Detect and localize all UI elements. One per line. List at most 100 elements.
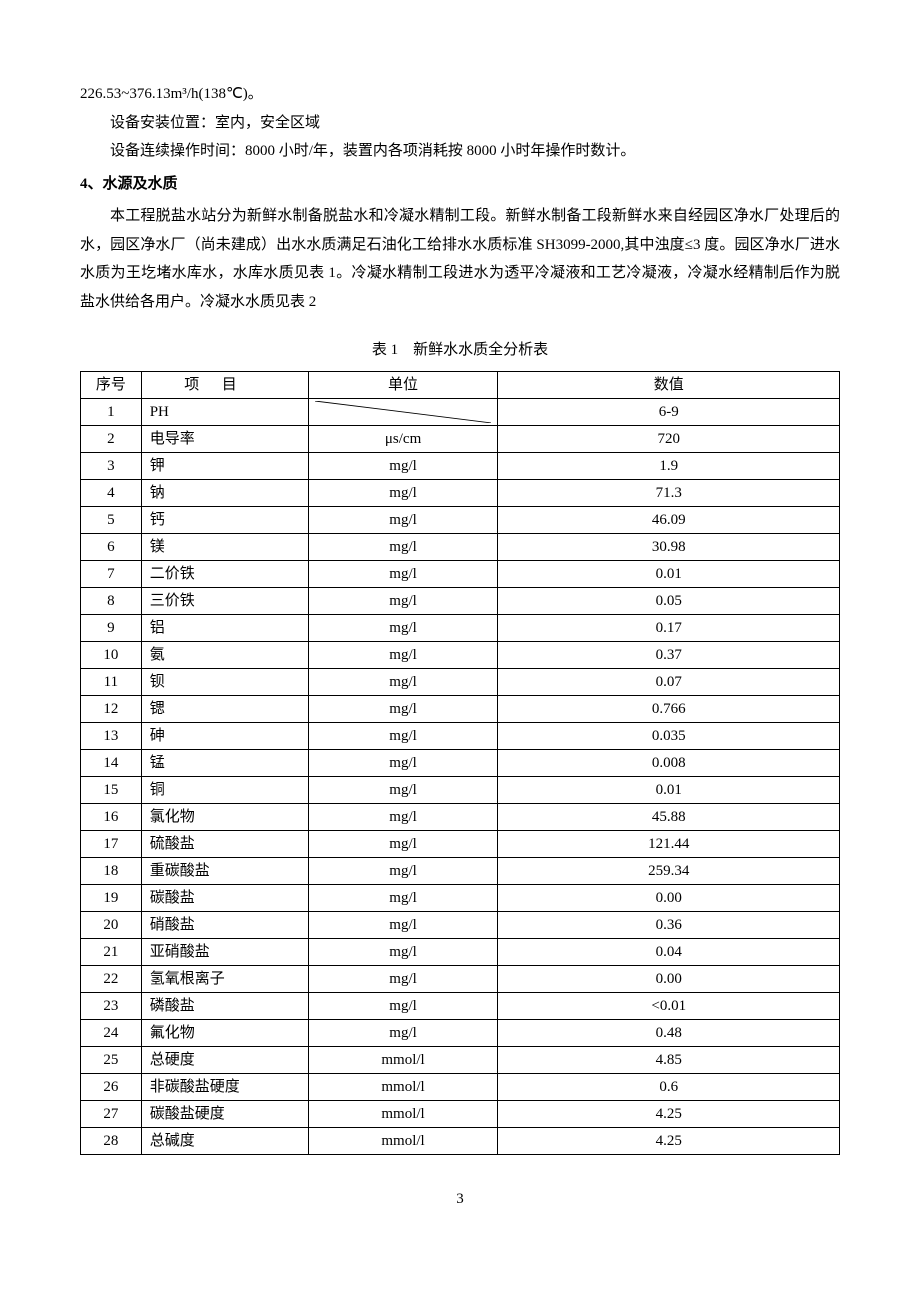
table-cell-unit: mg/l bbox=[308, 749, 498, 776]
table-cell-unit: mg/l bbox=[308, 1019, 498, 1046]
table-cell-seq: 4 bbox=[81, 479, 142, 506]
table-cell-seq: 19 bbox=[81, 884, 142, 911]
table-cell-item: 重碳酸盐 bbox=[141, 857, 308, 884]
table-cell-seq: 10 bbox=[81, 641, 142, 668]
table-row: 5钙mg/l46.09 bbox=[81, 506, 840, 533]
table-cell-item: 碳酸盐 bbox=[141, 884, 308, 911]
table-cell-value: 720 bbox=[498, 425, 840, 452]
table-row: 28总碱度mmol/l4.25 bbox=[81, 1127, 840, 1154]
table-cell-value: 6-9 bbox=[498, 398, 840, 425]
table-cell-unit: mg/l bbox=[308, 695, 498, 722]
table-cell-value: 4.25 bbox=[498, 1100, 840, 1127]
paragraph-install-location: 设备安装位置：室内，安全区域 bbox=[80, 109, 840, 138]
table-cell-seq: 24 bbox=[81, 1019, 142, 1046]
table-row: 14锰mg/l0.008 bbox=[81, 749, 840, 776]
table-cell-seq: 16 bbox=[81, 803, 142, 830]
table-cell-seq: 21 bbox=[81, 938, 142, 965]
table-row: 6镁mg/l30.98 bbox=[81, 533, 840, 560]
table-cell-item: 氯化物 bbox=[141, 803, 308, 830]
table-cell-seq: 13 bbox=[81, 722, 142, 749]
table-cell-unit: mg/l bbox=[308, 614, 498, 641]
table-row: 9铝mg/l0.17 bbox=[81, 614, 840, 641]
table-cell-value: 0.00 bbox=[498, 965, 840, 992]
table-cell-value: 0.6 bbox=[498, 1073, 840, 1100]
table-row: 12锶mg/l0.766 bbox=[81, 695, 840, 722]
page-number: 3 bbox=[80, 1185, 840, 1214]
table-row: 4钠mg/l71.3 bbox=[81, 479, 840, 506]
paragraph-water-source-body: 本工程脱盐水站分为新鲜水制备脱盐水和冷凝水精制工段。新鲜水制备工段新鲜水来自经园… bbox=[80, 202, 840, 316]
table-row: 17硫酸盐mg/l121.44 bbox=[81, 830, 840, 857]
table-row: 23磷酸盐mg/l<0.01 bbox=[81, 992, 840, 1019]
paragraph-operation-time: 设备连续操作时间：8000 小时/年，装置内各项消耗按 8000 小时年操作时数… bbox=[80, 137, 840, 166]
table-cell-unit: mmol/l bbox=[308, 1073, 498, 1100]
table-cell-seq: 8 bbox=[81, 587, 142, 614]
table-cell-seq: 27 bbox=[81, 1100, 142, 1127]
table-row: 24氟化物mg/l0.48 bbox=[81, 1019, 840, 1046]
paragraph-continuation: 226.53~376.13m³/h(138℃)。 bbox=[80, 80, 840, 109]
table-cell-unit: mg/l bbox=[308, 587, 498, 614]
table-row: 11钡mg/l0.07 bbox=[81, 668, 840, 695]
table-cell-item: 三价铁 bbox=[141, 587, 308, 614]
section-heading-water-source: 4、水源及水质 bbox=[80, 170, 840, 199]
table-cell-seq: 6 bbox=[81, 533, 142, 560]
table1-header-unit: 单位 bbox=[308, 371, 498, 398]
table-cell-seq: 15 bbox=[81, 776, 142, 803]
table-cell-item: 总硬度 bbox=[141, 1046, 308, 1073]
table-cell-item: 亚硝酸盐 bbox=[141, 938, 308, 965]
table-cell-value: 0.008 bbox=[498, 749, 840, 776]
table-cell-unit: mg/l bbox=[308, 884, 498, 911]
table-cell-seq: 7 bbox=[81, 560, 142, 587]
table1-header-seq: 序号 bbox=[81, 371, 142, 398]
table-row: 25总硬度mmol/l4.85 bbox=[81, 1046, 840, 1073]
table-cell-seq: 25 bbox=[81, 1046, 142, 1073]
table-cell-item: 铜 bbox=[141, 776, 308, 803]
table-cell-item: 砷 bbox=[141, 722, 308, 749]
table-cell-value: 0.00 bbox=[498, 884, 840, 911]
table-cell-seq: 3 bbox=[81, 452, 142, 479]
table1-caption: 表 1 新鲜水水质全分析表 bbox=[80, 336, 840, 365]
table-cell-value: 0.04 bbox=[498, 938, 840, 965]
table-cell-value: 30.98 bbox=[498, 533, 840, 560]
table-row: 16氯化物mg/l45.88 bbox=[81, 803, 840, 830]
table-cell-unit: mg/l bbox=[308, 668, 498, 695]
table1-header-row: 序号 项目 单位 数值 bbox=[81, 371, 840, 398]
table-cell-unit: mg/l bbox=[308, 506, 498, 533]
table-row: 7二价铁mg/l0.01 bbox=[81, 560, 840, 587]
table-cell-item: 硫酸盐 bbox=[141, 830, 308, 857]
table-cell-item: 钾 bbox=[141, 452, 308, 479]
table-cell-seq: 22 bbox=[81, 965, 142, 992]
table-cell-value: 4.25 bbox=[498, 1127, 840, 1154]
table-cell-seq: 5 bbox=[81, 506, 142, 533]
table-row: 22氢氧根离子mg/l0.00 bbox=[81, 965, 840, 992]
table-cell-unit: mg/l bbox=[308, 776, 498, 803]
table-cell-item: 钡 bbox=[141, 668, 308, 695]
table-cell-unit: mg/l bbox=[308, 722, 498, 749]
table-cell-unit: mg/l bbox=[308, 803, 498, 830]
table-cell-item: 铝 bbox=[141, 614, 308, 641]
table-cell-value: 46.09 bbox=[498, 506, 840, 533]
table-cell-unit: mg/l bbox=[308, 857, 498, 884]
table-cell-value: 4.85 bbox=[498, 1046, 840, 1073]
table-cell-value: 0.035 bbox=[498, 722, 840, 749]
table-cell-item: 总碱度 bbox=[141, 1127, 308, 1154]
table-cell-value: 0.01 bbox=[498, 560, 840, 587]
table-cell-unit: mg/l bbox=[308, 533, 498, 560]
table-cell-item: 钠 bbox=[141, 479, 308, 506]
table-cell-seq: 17 bbox=[81, 830, 142, 857]
table-cell-value: 121.44 bbox=[498, 830, 840, 857]
table-cell-seq: 20 bbox=[81, 911, 142, 938]
table-cell-value: 0.36 bbox=[498, 911, 840, 938]
table-cell-item: 氨 bbox=[141, 641, 308, 668]
table-row: 15铜mg/l0.01 bbox=[81, 776, 840, 803]
table-cell-item: 锶 bbox=[141, 695, 308, 722]
table-cell-value: 0.48 bbox=[498, 1019, 840, 1046]
table-cell-unit: mg/l bbox=[308, 560, 498, 587]
table-cell-value: <0.01 bbox=[498, 992, 840, 1019]
table1-fresh-water-analysis: 序号 项目 单位 数值 1PH6-92电导率μs/cm7203钾mg/l1.94… bbox=[80, 371, 840, 1155]
table-cell-seq: 28 bbox=[81, 1127, 142, 1154]
table-row: 27碳酸盐硬度mmol/l4.25 bbox=[81, 1100, 840, 1127]
table-cell-value: 0.05 bbox=[498, 587, 840, 614]
table-cell-item: 磷酸盐 bbox=[141, 992, 308, 1019]
table-row: 10氨mg/l0.37 bbox=[81, 641, 840, 668]
table1-header-value: 数值 bbox=[498, 371, 840, 398]
